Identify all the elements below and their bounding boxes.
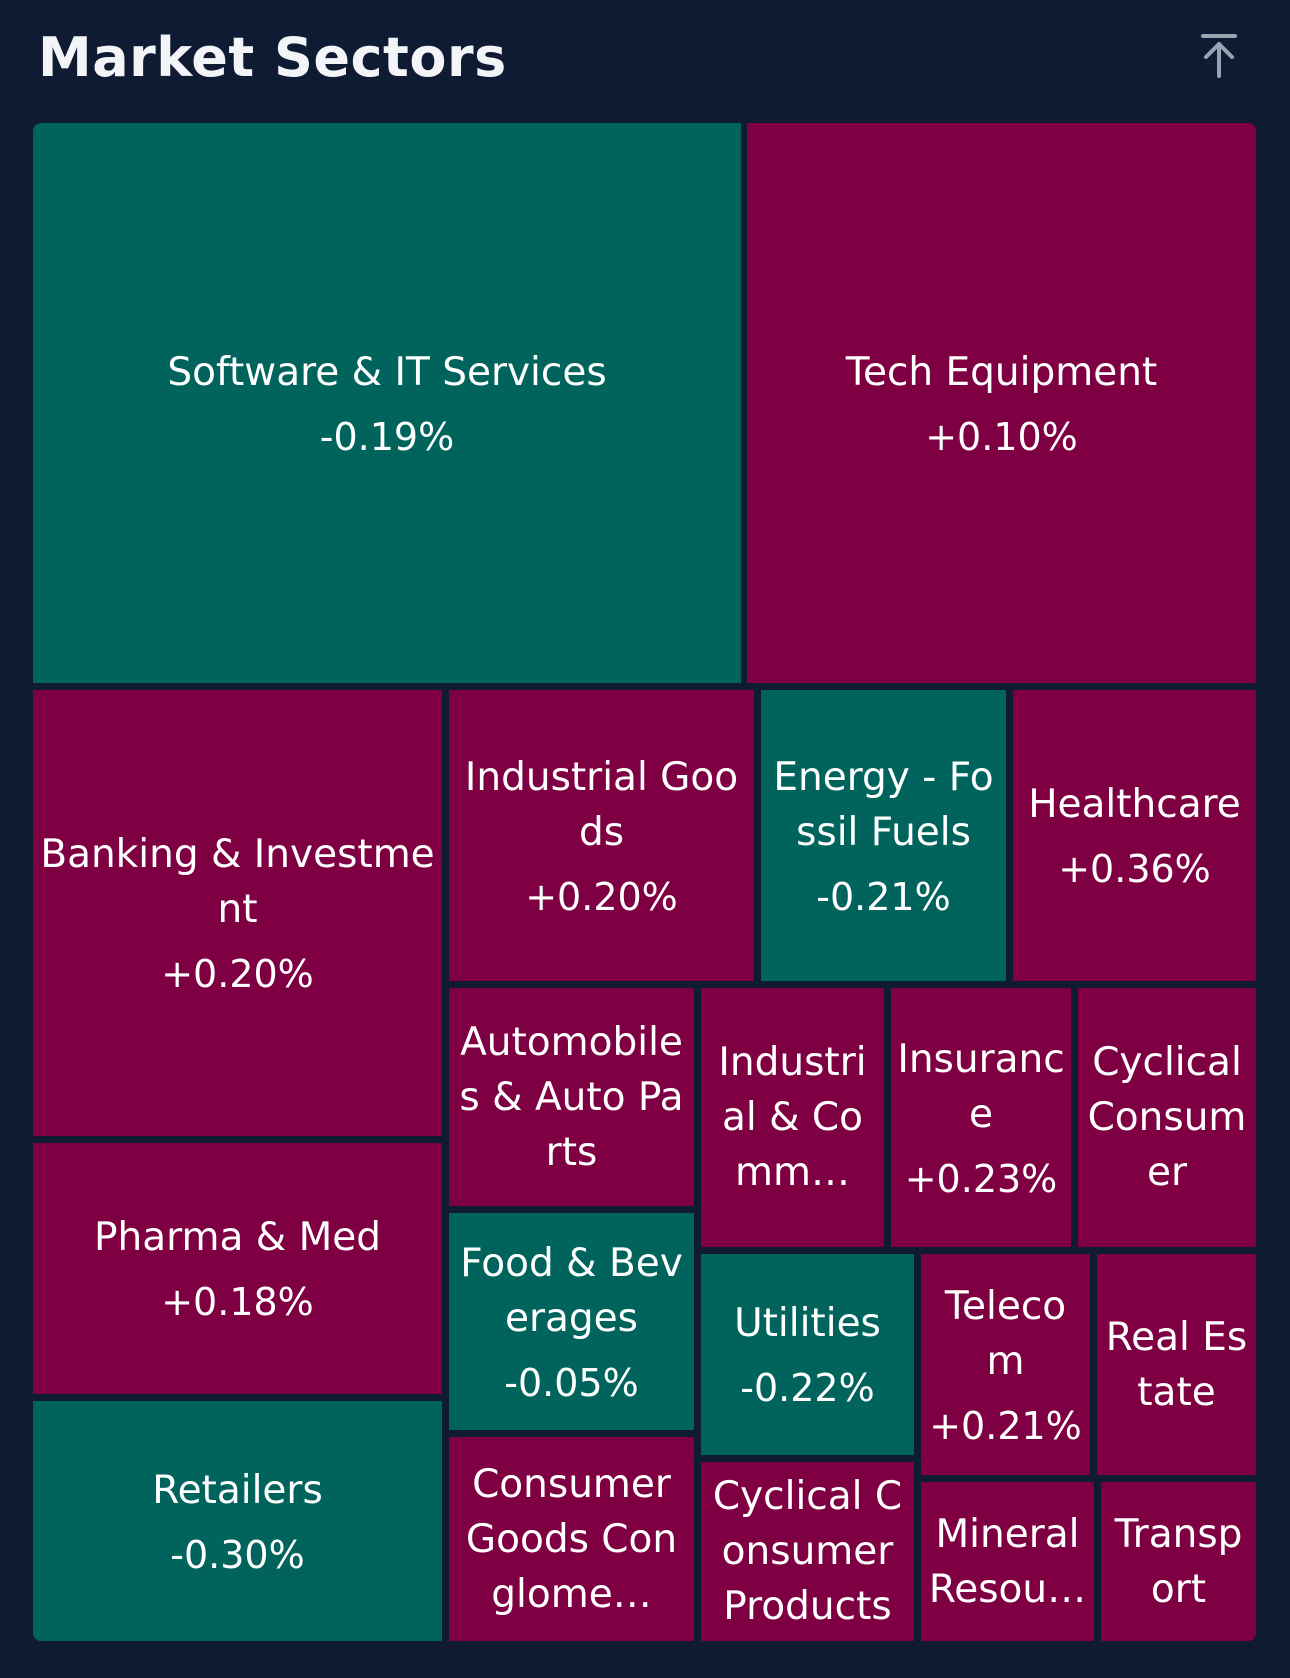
sector-label: Healthcare bbox=[1028, 782, 1241, 827]
sector-tile-cyclical-consumer[interactable]: Cyclical Consumer bbox=[1078, 988, 1256, 1247]
sector-label: Utilities bbox=[734, 1301, 881, 1346]
sector-change: +0.23% bbox=[904, 1156, 1058, 1201]
sector-tile-industrial-goods[interactable]: Industrial Goods +0.20% bbox=[449, 690, 754, 981]
sector-label: Software & IT Services bbox=[167, 349, 607, 395]
sector-tile-pharma-and-med[interactable]: Pharma & Med +0.18% bbox=[33, 1143, 442, 1394]
sector-label: Cyclical Consumer Products bbox=[712, 1474, 903, 1629]
sector-tile-utilities[interactable]: Utilities -0.22% bbox=[701, 1254, 914, 1455]
sector-label: Industrial Goods bbox=[464, 754, 739, 855]
sector-tile-consumer-goods-conglomerates[interactable]: Consumer Goods Conglome… bbox=[449, 1437, 694, 1641]
collapse-button[interactable] bbox=[1194, 28, 1244, 82]
sector-tile-automobiles-and-auto-parts[interactable]: Automobiles & Auto Parts bbox=[449, 988, 694, 1206]
sector-label: Mineral Resou… bbox=[928, 1511, 1087, 1612]
sector-label: Food & Beverages bbox=[460, 1240, 683, 1341]
sector-tile-telecom[interactable]: Telecom +0.21% bbox=[921, 1254, 1090, 1475]
sector-label: Banking & Investment bbox=[40, 832, 435, 932]
sector-tile-banking-and-investment[interactable]: Banking & Investment +0.20% bbox=[33, 690, 442, 1136]
sector-change: -0.30% bbox=[170, 1532, 305, 1577]
sector-label: Pharma & Med bbox=[94, 1215, 381, 1260]
sector-label: Transport bbox=[1114, 1511, 1243, 1612]
sector-tile-cyclical-consumer-products[interactable]: Cyclical Consumer Products bbox=[701, 1462, 914, 1641]
sector-tile-tech-equipment[interactable]: Tech Equipment +0.10% bbox=[747, 123, 1256, 683]
sector-label: Cyclical Consumer bbox=[1087, 1040, 1247, 1195]
sector-tile-healthcare[interactable]: Healthcare +0.36% bbox=[1013, 690, 1256, 981]
sector-tile-retailers[interactable]: Retailers -0.30% bbox=[33, 1401, 442, 1641]
sector-label: Energy - Fossil Fuels bbox=[773, 754, 994, 855]
sector-change: +0.10% bbox=[925, 414, 1078, 459]
sector-tile-industrial-and-commercial[interactable]: Industrial & Comm… bbox=[701, 988, 884, 1247]
sector-tile-mineral-resources[interactable]: Mineral Resou… bbox=[921, 1482, 1094, 1641]
sector-label: Telecom bbox=[944, 1283, 1067, 1384]
sector-change: +0.36% bbox=[1058, 847, 1211, 891]
sector-change: +0.20% bbox=[525, 874, 678, 919]
sector-tile-transport[interactable]: Transport bbox=[1101, 1482, 1256, 1641]
sector-change: +0.18% bbox=[161, 1280, 314, 1324]
sector-tile-food-and-beverages[interactable]: Food & Beverages -0.05% bbox=[449, 1213, 694, 1430]
sector-change: +0.20% bbox=[161, 952, 314, 996]
sector-label: Industrial & Comm… bbox=[718, 1040, 867, 1195]
sector-label: Tech Equipment bbox=[845, 349, 1158, 395]
page-title: Market Sectors bbox=[38, 26, 507, 89]
sector-change: -0.19% bbox=[319, 414, 455, 459]
sector-change: +0.21% bbox=[929, 1403, 1082, 1448]
sector-label: Insurance bbox=[897, 1036, 1065, 1137]
collapse-up-icon bbox=[1201, 34, 1237, 78]
sector-change: -0.22% bbox=[740, 1366, 875, 1410]
sector-tile-energy-fossil-fuels[interactable]: Energy - Fossil Fuels -0.21% bbox=[761, 690, 1006, 981]
sector-label: Retailers bbox=[152, 1467, 323, 1513]
sector-label: Automobiles & Auto Parts bbox=[459, 1019, 684, 1175]
sector-label: Consumer Goods Conglome… bbox=[465, 1461, 678, 1617]
sector-change: -0.21% bbox=[816, 874, 951, 919]
sector-tile-insurance[interactable]: Insurance +0.23% bbox=[891, 988, 1071, 1247]
sector-tile-real-estate[interactable]: Real Estate bbox=[1097, 1254, 1256, 1475]
sector-tile-software-and-it-services[interactable]: Software & IT Services -0.19% bbox=[33, 123, 741, 683]
sector-change: -0.05% bbox=[504, 1360, 639, 1405]
sector-label: Real Estate bbox=[1105, 1314, 1248, 1415]
